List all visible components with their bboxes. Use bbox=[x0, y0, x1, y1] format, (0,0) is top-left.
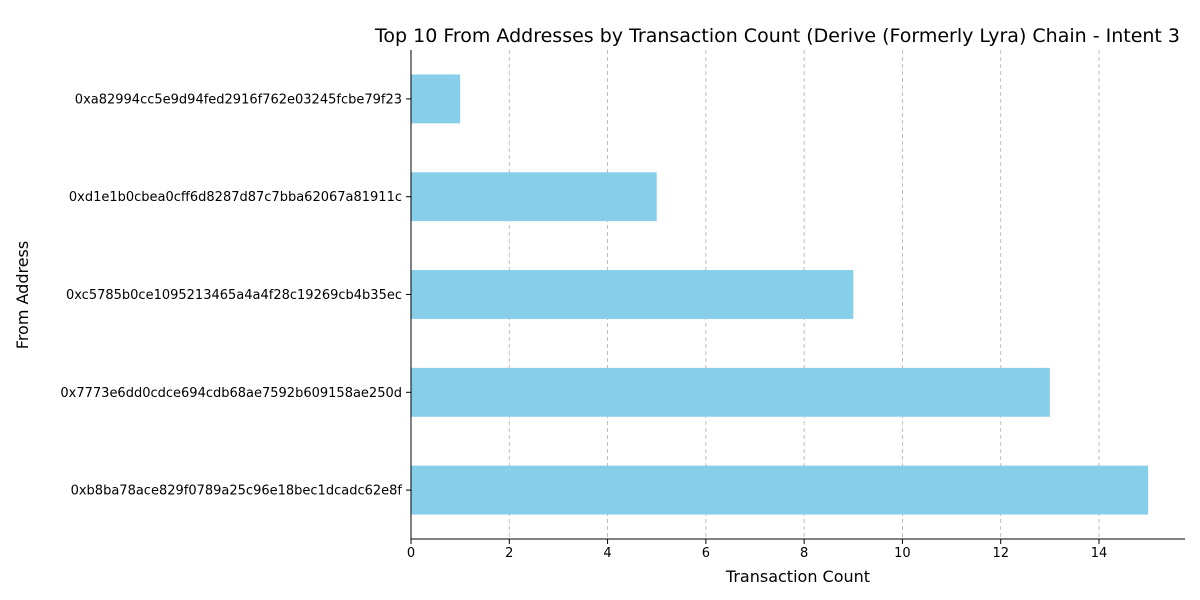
y-tick-label: 0xc5785b0ce1095213465a4a4f28c19269cb4b35… bbox=[66, 288, 402, 303]
chart-title: Top 10 From Addresses by Transaction Cou… bbox=[374, 25, 1180, 47]
y-axis-title: From Address bbox=[13, 241, 32, 349]
x-tick-label: 6 bbox=[702, 546, 710, 561]
axes bbox=[406, 50, 1185, 544]
y-tick-label: 0xa82994cc5e9d94fed2916f762e03245fcbe79f… bbox=[75, 92, 402, 107]
bar bbox=[411, 270, 854, 319]
x-tick-label: 4 bbox=[603, 546, 611, 561]
x-tick-label: 14 bbox=[1091, 546, 1108, 561]
x-tick-labels: 0 2 4 6 8 10 12 14 bbox=[407, 546, 1107, 561]
x-tick-label: 8 bbox=[800, 546, 808, 561]
x-tick-label: 10 bbox=[894, 546, 911, 561]
y-tick-label: 0x7773e6dd0cdce694cdb68ae7592b609158ae25… bbox=[60, 386, 402, 401]
bars bbox=[411, 74, 1149, 515]
x-tick-label: 2 bbox=[505, 546, 513, 561]
x-axis-title: Transaction Count bbox=[725, 567, 870, 586]
y-tick-label: 0xd1e1b0cbea0cff6d8287d87c7bba62067a8191… bbox=[69, 190, 402, 205]
bar bbox=[411, 367, 1050, 417]
y-tick-label: 0xb8ba78ace829f0789a25c96e18bec1dcadc62e… bbox=[71, 484, 403, 499]
x-tick-label: 0 bbox=[407, 546, 415, 561]
x-tick-label: 12 bbox=[992, 546, 1009, 561]
bar bbox=[411, 74, 461, 124]
bar bbox=[411, 172, 657, 222]
y-tick-labels: 0xa82994cc5e9d94fed2916f762e03245fcbe79f… bbox=[60, 92, 402, 498]
bar bbox=[411, 465, 1149, 515]
